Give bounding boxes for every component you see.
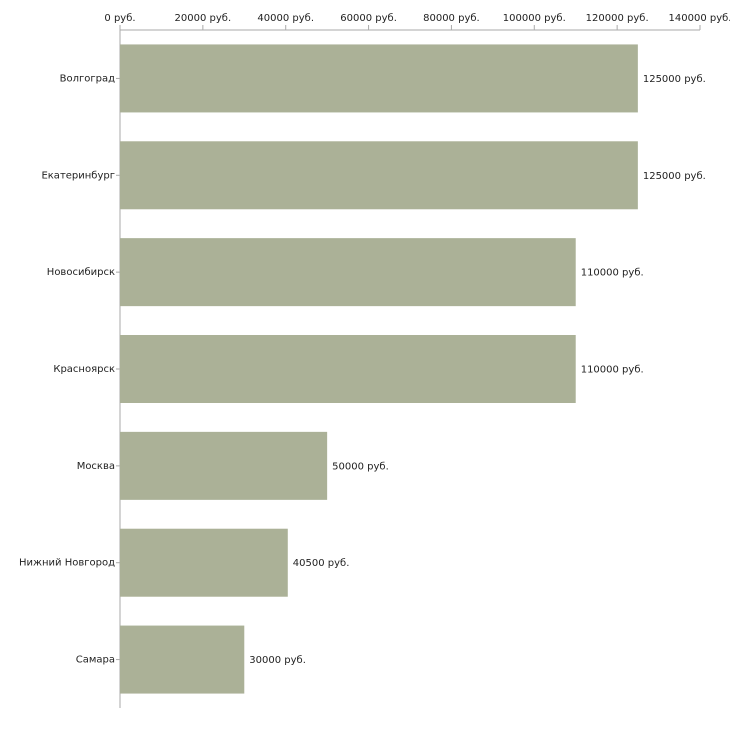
data-label: 110000 руб. xyxy=(581,268,644,279)
category-label: Самара xyxy=(76,655,115,666)
bars xyxy=(120,44,638,694)
bar xyxy=(120,141,638,210)
value-tick-label: 140000 руб. xyxy=(669,13,730,24)
bar xyxy=(120,335,576,403)
value-tick-label: 100000 руб. xyxy=(503,13,566,24)
category-label: Нижний Новгород xyxy=(19,558,115,569)
data-label: 40500 руб. xyxy=(293,558,350,569)
bar xyxy=(120,431,328,500)
data-label: 110000 руб. xyxy=(581,365,644,376)
value-tick-label: 80000 руб. xyxy=(423,13,480,24)
value-tick-label: 20000 руб. xyxy=(175,13,232,24)
data-label: 125000 руб. xyxy=(643,171,706,182)
bar xyxy=(120,44,638,113)
value-tick-label: 120000 руб. xyxy=(586,13,649,24)
category-label: Красноярск xyxy=(53,364,115,375)
category-label: Новосибирск xyxy=(47,267,115,278)
category-label: Екатеринбург xyxy=(41,170,115,181)
category-label: Москва xyxy=(77,461,115,472)
labels: 0 руб. 20000 руб. 40000 руб. 60000 руб. 8000… xyxy=(19,13,730,666)
data-label: 125000 руб. xyxy=(643,74,706,85)
value-tick-label: 60000 руб. xyxy=(340,13,397,24)
value-tick-label: 40000 руб. xyxy=(257,13,314,24)
value-tick-label: 0 руб. xyxy=(104,13,135,24)
data-label: 50000 руб. xyxy=(332,461,389,472)
bar xyxy=(120,238,576,307)
bar xyxy=(120,528,288,597)
category-label: Волгоград xyxy=(60,73,115,84)
bar xyxy=(120,625,245,694)
data-label: 30000 руб. xyxy=(249,655,306,666)
